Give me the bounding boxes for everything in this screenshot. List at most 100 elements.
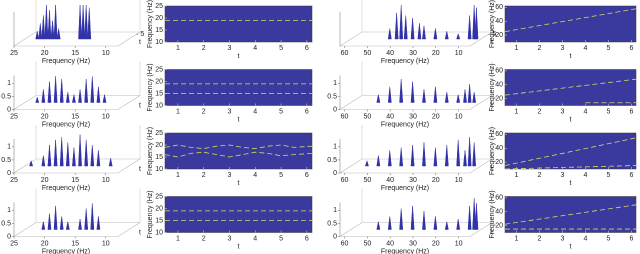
x-tick-label: 25 [10, 177, 18, 184]
spectral-peak [35, 96, 40, 103]
spectral-peak [41, 89, 46, 103]
spectral-peak [59, 78, 64, 103]
spectral-peak [376, 221, 381, 230]
x-axis-label: t [570, 180, 572, 187]
x-tick-label: 2 [538, 108, 542, 115]
x-tick-label: 2 [538, 45, 542, 52]
x-tick-label: 15 [71, 50, 79, 57]
x-tick-label: 10 [102, 113, 110, 120]
z-tick-label: 0.5 [1, 93, 11, 100]
x-tick-label: 1 [176, 235, 180, 242]
y-tick-label: 60 [495, 68, 503, 75]
spectral-peak [96, 150, 101, 167]
spectral-peak [399, 147, 404, 167]
x-tick-label: 10 [455, 113, 463, 120]
spectral-peak [65, 221, 70, 230]
x-axis-label: Frequency (Hz) [381, 185, 429, 192]
spectral-peak [417, 23, 422, 40]
z-tick-label: 0 [333, 170, 337, 177]
y-tick-label: 15 [155, 217, 163, 224]
z-tick-label: 0 [7, 233, 11, 240]
x-tick-label: 10 [102, 177, 110, 184]
t-axis-label: t [491, 102, 493, 109]
spectral-peak [65, 92, 70, 103]
x-tick-label: 6 [629, 45, 633, 52]
x-tick-label: 15 [71, 177, 79, 184]
z-tick-label: 0 [333, 233, 337, 240]
x-tick-label: 4 [583, 108, 587, 115]
spectral-peak [84, 4, 89, 40]
x-tick-label: 3 [561, 108, 565, 115]
spectral-peak [78, 4, 82, 40]
y-axis-label: Frequency (Hz) [147, 63, 154, 111]
spectral-peak [47, 145, 52, 167]
x-axis-label: Frequency (Hz) [42, 58, 90, 65]
x-tick-label: 5 [279, 235, 283, 242]
x-tick-label: 5 [606, 172, 610, 179]
x-tick-label: 5 [279, 45, 283, 52]
spectral-peak [53, 4, 58, 40]
spectral-peak [41, 15, 46, 40]
x-tick-label: 3 [561, 172, 565, 179]
z-tick-label: 0.5 [327, 157, 337, 164]
y-axis-label: Frequency (Hz) [489, 127, 496, 175]
x-tick-label: 1 [176, 108, 180, 115]
plot-area [504, 5, 637, 43]
y-tick-label: 15 [155, 90, 163, 97]
y-tick-label: 20 [495, 159, 503, 166]
spectral-peak [96, 86, 101, 103]
x-axis-label: t [238, 180, 240, 187]
y-tick-label: 10 [155, 229, 163, 236]
x-tick-label: 6 [629, 172, 633, 179]
spectral-peak [387, 150, 392, 167]
y-tick-label: 10 [155, 39, 163, 46]
spectral-peak [78, 219, 82, 230]
spectral-peak [90, 76, 95, 103]
spectral-peak [456, 219, 461, 230]
plot-area [164, 5, 313, 43]
x-axis-label: t [570, 243, 572, 250]
spectral-peak [422, 142, 426, 167]
y-tick-label: 15 [155, 27, 163, 34]
spectral-peak [444, 31, 449, 40]
floor [12, 95, 142, 110]
t-axis-label: t [491, 166, 493, 173]
x-tick-label: 40 [386, 177, 394, 184]
spectral-peak [50, 20, 55, 40]
z-tick-label: 1 [333, 80, 337, 87]
x-tick-label: 10 [455, 240, 463, 247]
z-tick-label: 1 [7, 144, 11, 151]
spectral-peak [394, 12, 399, 40]
x-tick-label: 2 [202, 172, 206, 179]
spectral-peak [422, 25, 426, 40]
spectral-peak [53, 205, 58, 230]
z-tick-label: 0 [7, 106, 11, 113]
x-tick-label: 20 [41, 113, 49, 120]
z-tick-label: 0 [7, 170, 11, 177]
spectral-peak [410, 205, 415, 230]
x-tick-label: 4 [583, 172, 587, 179]
spectral-peak [467, 205, 472, 230]
x-tick-label: 40 [386, 50, 394, 57]
t-axis-label: t [139, 39, 141, 46]
y-tick-label: 20 [155, 142, 163, 149]
spectral-peak [29, 159, 34, 167]
spectral-peak [422, 89, 426, 103]
x-tick-label: 10 [455, 177, 463, 184]
x-tick-label: 2 [202, 45, 206, 52]
x-axis-label: t [238, 116, 240, 123]
frequency-track [504, 78, 637, 96]
z-tick-label: 1 [7, 207, 11, 214]
x-tick-label: 6 [305, 235, 309, 242]
spectral-peak [72, 94, 76, 103]
y-tick-label: 40 [495, 209, 503, 216]
x-tick-label: 4 [253, 235, 257, 242]
x-tick-label: 50 [363, 177, 371, 184]
x-tick-label: 6 [305, 45, 309, 52]
spectral-peak [474, 7, 479, 40]
y-tick-label: 10 [155, 166, 163, 173]
x-axis-label: Frequency (Hz) [381, 248, 429, 254]
frequency-track [504, 204, 637, 225]
y-tick-label: 25 [155, 66, 163, 73]
x-tick-label: 1 [515, 108, 519, 115]
